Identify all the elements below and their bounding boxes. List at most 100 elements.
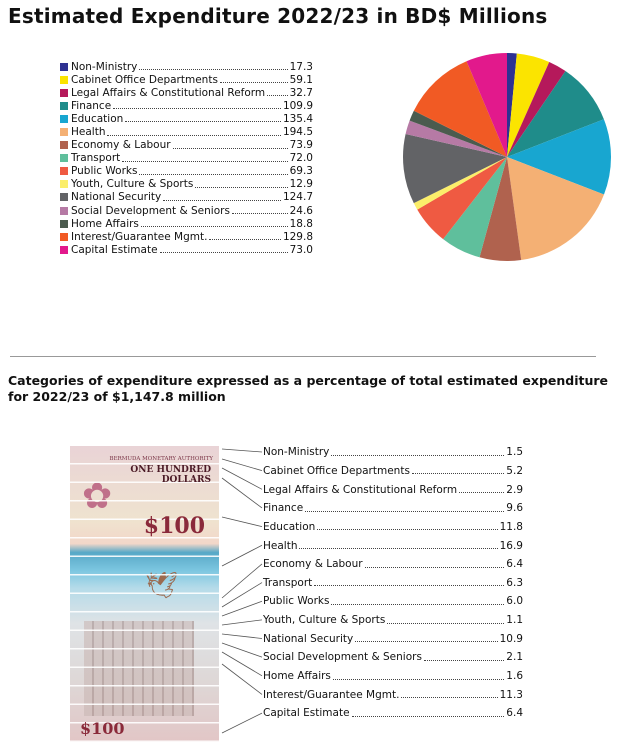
value-label: 129.8 [282,230,313,243]
dot-leader [314,585,505,587]
category-label: Home Affairs [71,217,139,230]
category-label: Cabinet Office Departments [263,464,410,477]
leader-line [221,582,263,608]
legend-item: Finance 109.9 [60,99,313,112]
list-item: Capital Estimate 6.4 [263,704,523,723]
value-label: 1.5 [506,446,523,459]
value-label: 59.1 [289,73,313,86]
leader-line [221,467,263,490]
dot-leader [113,108,281,110]
value-label: 32.7 [289,86,313,99]
percentage-list: Non-Ministry 1.5 Cabinet Office Department… [263,443,523,723]
category-label: Transport [263,576,313,589]
pie-slice [413,157,507,210]
category-label: Health [71,126,106,139]
legend-swatch [60,141,68,150]
pie-slice [507,53,517,157]
leader-line [221,619,263,626]
value-label: 2.1 [506,651,523,664]
leader-line [221,712,263,734]
dot-leader [139,173,288,175]
category-label: Youth, Culture & Sports [71,178,194,191]
pie-slice [413,61,507,157]
legend-swatch [60,193,68,202]
dot-leader [139,69,288,71]
category-label: Capital Estimate [263,707,350,720]
value-label: 2.9 [506,483,523,496]
legend-swatch [60,167,68,176]
category-label: Economy & Labour [71,139,171,152]
value-label: 6.4 [506,707,523,720]
banknote-amount-small: $100 [80,719,125,738]
leader-line [221,477,263,509]
dot-leader [125,121,281,123]
value-label: 72.0 [289,152,313,165]
dot-leader [195,186,288,188]
category-label: Home Affairs [263,670,331,682]
dot-leader [387,622,505,624]
dot-leader [423,659,505,661]
pie-slice [507,157,604,261]
dot-leader [331,454,505,456]
legend-swatch [60,180,68,189]
leader-line [221,544,263,567]
leader-line [221,651,263,677]
legend-item: Economy & Labour 73.9 [60,139,313,152]
value-label: 12.9 [289,178,313,191]
dot-leader [122,160,288,162]
legend-swatch [60,219,68,228]
legend-item: Non-Ministry 17.3 [60,60,313,73]
dot-leader [331,603,505,605]
list-item: Cabinet Office Departments 5.2 [263,462,523,481]
dot-leader [163,199,281,201]
dot-leader [332,678,505,680]
leader-line [221,600,263,617]
category-label: Finance [71,99,112,112]
list-item: National Security 10.9 [263,629,523,648]
value-label: 124.7 [282,191,313,204]
category-label: Social Development & Seniors [263,651,422,664]
pie-slice [479,157,522,261]
legend-swatch [60,128,68,137]
legend-item: Interest/Guarantee Mgmt. 129.8 [60,230,313,243]
value-label: 16.9 [499,539,523,552]
list-item: Economy & Labour 6.4 [263,555,523,574]
category-label: Interest/Guarantee Mgmt. [71,230,208,243]
legend-swatch [60,114,68,123]
value-label: 1.6 [506,670,523,682]
leader-line [221,448,263,453]
pie-slice [507,70,604,157]
category-label: Cabinet Office Departments [71,73,218,86]
dot-leader [459,492,505,494]
category-label: Capital Estimate [71,243,158,256]
banknote-stripes [70,446,219,742]
category-label: Legal Affairs & Constitutional Reform [71,86,266,99]
legend-item: Home Affairs 18.8 [60,217,313,230]
pie-slice [409,110,507,157]
leader-line [221,458,263,472]
list-item: Legal Affairs & Constitutional Reform 2.9 [263,480,523,499]
dot-leader [351,715,505,717]
legend-item: Social Development & Seniors 24.6 [60,204,313,217]
value-label: 10.9 [499,632,523,645]
category-label: Social Development & Seniors [71,204,230,217]
value-label: 194.5 [282,126,313,139]
category-label: Youth, Culture & Sports [263,614,386,627]
list-item: Public Works 6.0 [263,592,523,611]
value-label: 6.0 [506,595,523,608]
value-label: 73.0 [289,243,313,256]
leader-line [221,663,263,695]
category-label: National Security [71,191,162,204]
pie-legend: Non-Ministry 17.3 Cabinet Office Departmen… [60,60,313,256]
value-label: 17.3 [289,60,313,73]
pie-slice [443,157,507,258]
value-label: 24.6 [289,204,313,217]
value-label: 6.3 [506,576,523,589]
legend-swatch [60,88,68,97]
pie-chart [403,53,611,261]
dot-leader [401,697,498,699]
category-label: Non-Ministry [71,60,138,73]
list-item: Education 11.8 [263,518,523,537]
list-item: Transport 6.3 [263,573,523,592]
dot-leader [267,95,288,97]
